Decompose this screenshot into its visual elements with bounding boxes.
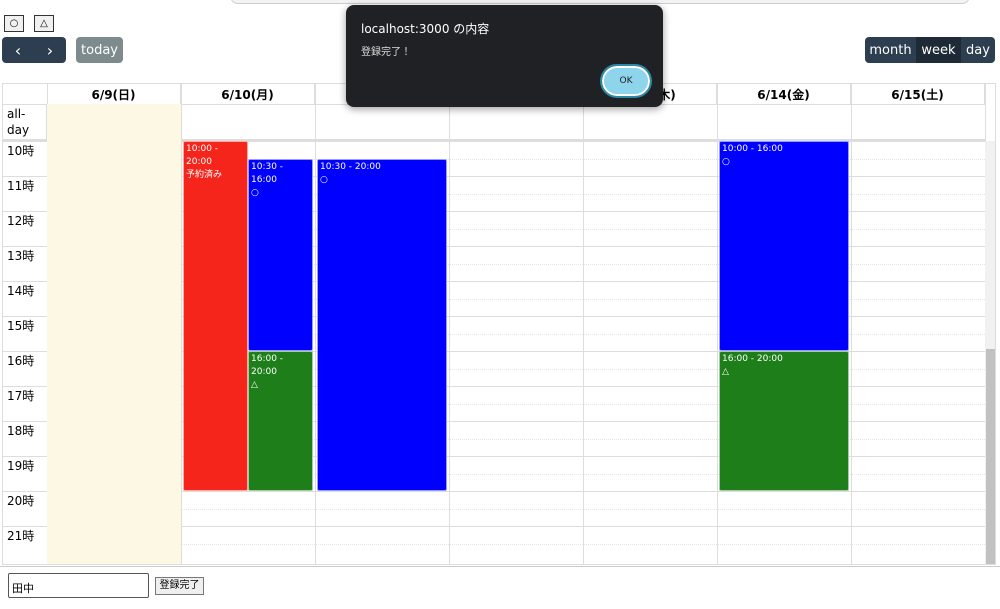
day-line bbox=[583, 84, 584, 564]
half-hour-line bbox=[47, 333, 985, 335]
day-line bbox=[717, 84, 718, 564]
hour-label: 17時 bbox=[7, 389, 35, 403]
hour-label: 20時 bbox=[7, 494, 35, 508]
hour-line bbox=[3, 351, 985, 352]
half-hour-line bbox=[47, 368, 985, 370]
dialog-ok[interactable]: OK bbox=[600, 64, 652, 98]
hour-label: 18時 bbox=[7, 424, 35, 438]
event-time: 10:00 - 20:00 bbox=[186, 144, 219, 167]
submit-button[interactable]: 登録完了 bbox=[155, 577, 204, 595]
hour-label: 16時 bbox=[7, 354, 35, 368]
hour-line bbox=[3, 281, 985, 282]
hour-line bbox=[3, 176, 985, 177]
hour-line bbox=[3, 386, 985, 387]
event-title: 予約済み bbox=[186, 170, 223, 180]
half-hour-line bbox=[47, 473, 985, 475]
hour-line bbox=[3, 246, 985, 247]
dialog: localhost:3000 の内容 登録完了！ OK bbox=[346, 5, 663, 107]
day-header: 6/15(土) bbox=[851, 84, 985, 104]
day-line bbox=[449, 84, 450, 564]
event[interactable]: 10:30 - 20:00 ○ bbox=[317, 158, 447, 491]
event[interactable]: 16:00 - 20:00 △ bbox=[248, 351, 313, 491]
view-button[interactable]: week bbox=[916, 37, 961, 63]
event-time: 10:00 - 16:00 bbox=[722, 144, 783, 154]
next[interactable]: › bbox=[46, 40, 54, 60]
event-title: △ bbox=[722, 367, 729, 377]
day-line bbox=[851, 84, 852, 564]
day-header: 6/10(月) bbox=[181, 84, 315, 104]
hour-label: 15時 bbox=[7, 319, 35, 333]
event-time: 16:00 - 20:00 bbox=[722, 354, 783, 364]
hour-label: 14時 bbox=[7, 284, 35, 298]
hour-line bbox=[3, 456, 985, 457]
symbol-button[interactable]: ○ bbox=[4, 15, 24, 32]
day-header: 6/14(金) bbox=[717, 84, 851, 104]
hour-label: 10時 bbox=[7, 144, 35, 158]
hour-label: 19時 bbox=[7, 459, 35, 473]
half-hour-line bbox=[47, 543, 985, 545]
event[interactable]: 16:00 - 20:00 △ bbox=[719, 351, 849, 491]
event-title: ○ bbox=[251, 187, 259, 198]
allday-line bbox=[3, 139, 985, 141]
view-button[interactable]: day bbox=[961, 37, 995, 63]
event[interactable]: 10:00 - 20:00 予約済み bbox=[183, 141, 248, 491]
event-time: 10:30 - 20:00 bbox=[320, 161, 381, 172]
half-hour-line bbox=[47, 228, 985, 230]
hour-line bbox=[3, 421, 985, 422]
half-hour-line bbox=[47, 193, 985, 195]
prev[interactable]: ‹ bbox=[14, 40, 22, 60]
hour-label: 12時 bbox=[7, 214, 35, 228]
scroll-thumb bbox=[986, 349, 995, 564]
footer bbox=[0, 566, 1000, 609]
all-day-label: all-day bbox=[3, 104, 47, 139]
half-hour-line bbox=[47, 508, 985, 510]
day-header: 6/9(日) bbox=[47, 84, 181, 104]
half-hour-line bbox=[47, 403, 985, 405]
prev-next: ‹ › bbox=[2, 37, 66, 63]
day-line bbox=[315, 84, 316, 564]
day-line bbox=[181, 84, 182, 564]
half-hour-line bbox=[47, 263, 985, 265]
half-hour-line bbox=[47, 158, 985, 160]
name-input[interactable]: 田中 bbox=[8, 573, 149, 598]
hour-label: 11時 bbox=[7, 179, 35, 193]
event-title: ○ bbox=[722, 157, 730, 167]
event-title: ○ bbox=[320, 174, 328, 185]
hour-line bbox=[3, 316, 985, 317]
event[interactable]: 10:00 - 16:00 ○ bbox=[719, 141, 849, 351]
today-button[interactable]: today bbox=[76, 37, 123, 63]
today-column bbox=[47, 104, 181, 564]
calendar: all-day 10時 11時 12時 13時 14時 15時 16時 17時 18時 19時 20時… bbox=[2, 83, 996, 565]
event-time: 16:00 - 20:00 bbox=[251, 354, 284, 377]
event-title: △ bbox=[251, 380, 258, 390]
hour-line bbox=[3, 211, 985, 212]
hour-label: 21時 bbox=[7, 529, 35, 543]
dialog-message: 登録完了！ bbox=[361, 47, 411, 58]
hour-line bbox=[3, 526, 985, 527]
hour-line bbox=[3, 141, 985, 142]
event[interactable]: 10:30 - 16:00 ○ bbox=[248, 158, 313, 351]
symbol-button[interactable]: △ bbox=[34, 15, 54, 32]
hour-label: 13時 bbox=[7, 249, 35, 263]
dialog-title: localhost:3000 の内容 bbox=[361, 22, 490, 36]
top-scroll bbox=[230, 0, 970, 4]
event-time: 10:30 - 16:00 bbox=[251, 161, 284, 185]
half-hour-line bbox=[47, 298, 985, 300]
half-hour-line bbox=[47, 438, 985, 440]
hour-line bbox=[3, 491, 985, 492]
view-button[interactable]: month bbox=[865, 37, 916, 63]
